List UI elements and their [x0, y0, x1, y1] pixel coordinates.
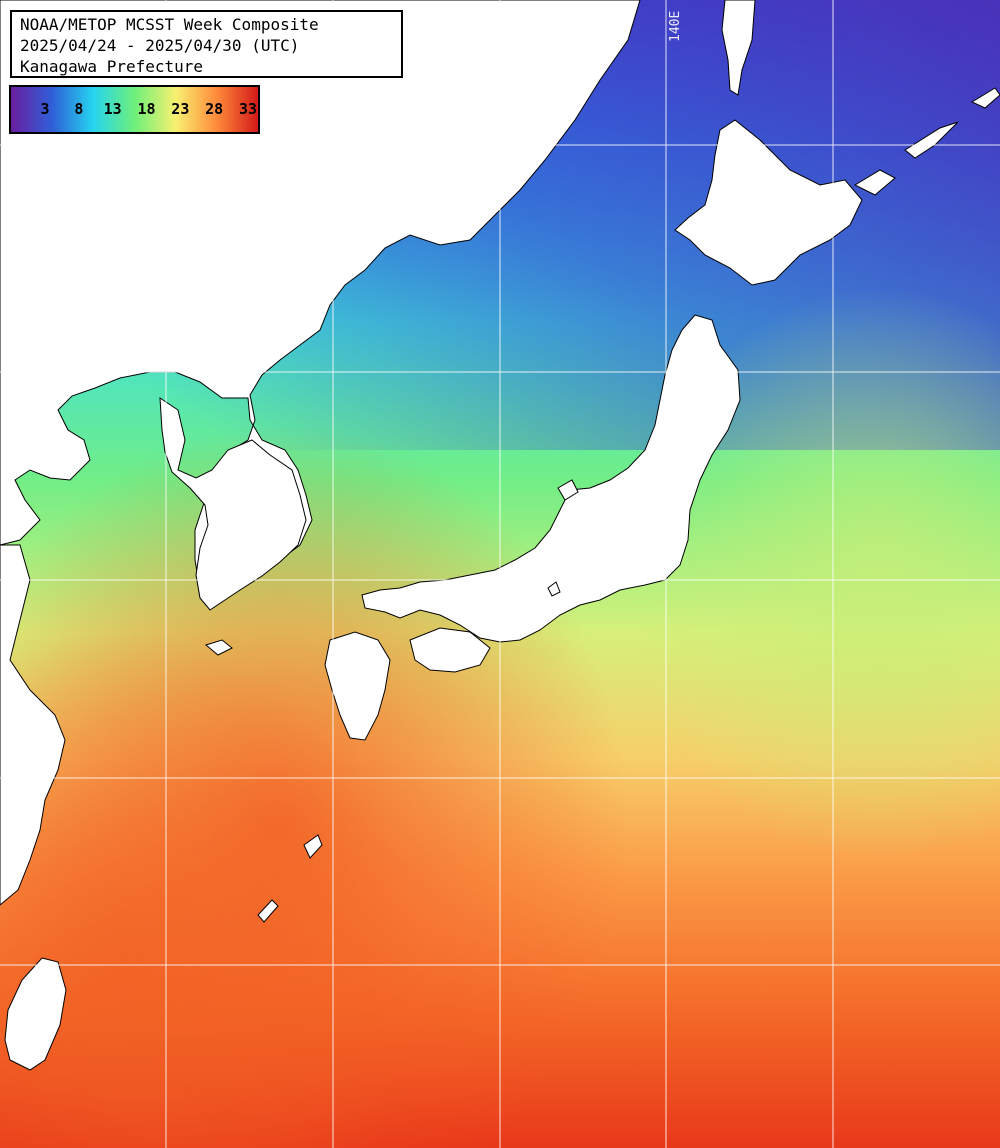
legend-color-bar: [11, 87, 258, 132]
longitude-label: 140E: [668, 10, 683, 42]
land-masses: [0, 0, 1000, 1071]
legend-label-23: 23: [171, 100, 190, 118]
land-oki: [204, 639, 233, 656]
legend-label-18: 18: [137, 100, 156, 118]
legend-label-13: 13: [103, 100, 122, 118]
land-korean-peninsula: [159, 397, 307, 611]
land-china-coast: [0, 544, 66, 906]
title-line-product: NOAA/METOP MCSST Week Composite: [20, 15, 319, 34]
legend-label-3: 3: [40, 100, 50, 118]
title-line-dates: 2025/04/24 - 2025/04/30 (UTC): [20, 36, 300, 55]
land-honshu: [361, 314, 741, 643]
land-taiwan: [4, 957, 67, 1071]
land-okinawa: [303, 834, 323, 859]
land-shikoku: [409, 627, 491, 673]
legend-label-28: 28: [205, 100, 224, 118]
land-kuril-1: [853, 169, 896, 196]
land-amami: [257, 899, 279, 923]
land-sakhalin: [721, 0, 756, 96]
title-line-region: Kanagawa Prefecture: [20, 57, 204, 76]
legend-label-33: 33: [238, 100, 258, 118]
land-kyushu: [324, 631, 391, 741]
land-izu-islands: [547, 581, 561, 597]
land-sado: [557, 479, 579, 501]
land-hokkaido: [674, 119, 863, 286]
land-kuril-2: [904, 121, 959, 159]
latitude-label: 30N: [14, 352, 38, 367]
temperature-legend: 3 8 13 18 23 28 33: [9, 85, 260, 134]
land-kuril-3: [970, 87, 1000, 109]
legend-label-8: 8: [74, 100, 84, 118]
title-box: NOAA/METOP MCSST Week Composite 2025/04/…: [10, 10, 403, 78]
